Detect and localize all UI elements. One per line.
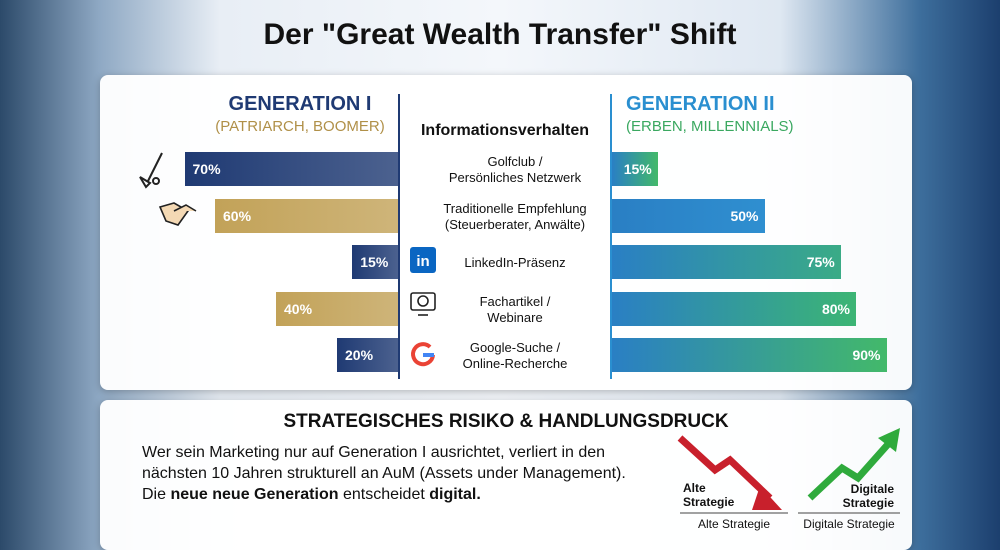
- up-arrow: [807, 439, 893, 501]
- value-label: 80%: [821, 300, 850, 317]
- caption: Alte Strategie: [697, 517, 771, 531]
- category-label: LinkedIn-Präsenz: [464, 255, 566, 270]
- google-icon: [411, 342, 435, 367]
- divider: [610, 94, 612, 379]
- value-label: 50%: [730, 207, 759, 224]
- value-label: 40%: [284, 300, 313, 317]
- value-label: 90%: [852, 347, 881, 363]
- icons: [139, 152, 197, 226]
- category-label: Fachartikel / Webinare: [479, 293, 551, 325]
- value-label: 20%: [345, 347, 374, 363]
- linkedin-icon: [410, 247, 436, 273]
- down-arrow: [677, 435, 773, 501]
- bar: [612, 198, 765, 233]
- bar: [612, 338, 887, 372]
- value-label: 70%: [192, 161, 221, 177]
- gen2-subtitle: (ERBEN, MILLENNIALS): [626, 118, 794, 135]
- arrow-head: [752, 486, 782, 510]
- category-label: Google-Suche / Online-Recherche: [462, 340, 568, 371]
- caption: Digitale Strategie: [803, 517, 895, 531]
- legend-gen2: GENERATION II: [626, 93, 775, 115]
- category-label: Traditionelle Empfehlung (Steuerberater,…: [443, 200, 587, 232]
- text: entscheidet: [338, 486, 430, 503]
- panel-text: Wer sein Marketing nur auf Generation I …: [142, 442, 626, 505]
- legend-gen1: GENERATION I: [228, 93, 372, 115]
- panel-line: nächsten 10 Jahren strukturell an AuM (A…: [142, 465, 626, 482]
- linkedin-logo: in: [416, 253, 429, 270]
- bar: [215, 198, 398, 233]
- bar: [337, 338, 398, 372]
- value-label: 15%: [623, 161, 652, 177]
- arrow-label: Digitale Strategie: [842, 482, 894, 510]
- bar: [352, 245, 398, 279]
- bar: [612, 291, 856, 326]
- panel-line: Wer sein Marketing nur auf Generation I …: [142, 444, 606, 461]
- gen1-subtitle: (PATRIARCH, BOOMER): [215, 118, 385, 135]
- value-label: 75%: [806, 254, 835, 270]
- bar: [612, 152, 658, 186]
- value-label: 60%: [223, 207, 252, 224]
- panel-card: [100, 400, 912, 550]
- divider: [398, 94, 400, 379]
- golf-icon: [139, 152, 163, 189]
- title: Der "Great Wealth Transfer" Shift: [263, 18, 737, 51]
- strategy-arrows: [677, 428, 900, 514]
- panel-line: Die neue neue Generation entscheidet dig…: [142, 484, 626, 505]
- bar: [276, 291, 398, 326]
- chart-card: [100, 75, 912, 390]
- text: Die: [142, 486, 171, 503]
- center-heading: Informationsverhalten: [420, 122, 590, 139]
- bold-text: neue neue Generation: [170, 486, 339, 503]
- webinar-icon: [410, 292, 436, 316]
- bold-text: digital.: [429, 486, 481, 503]
- center-icons: in: [410, 247, 436, 367]
- arrow-head: [878, 428, 900, 452]
- value-label: 15%: [360, 254, 389, 270]
- category-label: Golfclub / Persönliches Netzwerk: [448, 154, 582, 185]
- panel-title: STRATEGISCHES RISIKO & HANDLUNGSDRUCK: [283, 411, 729, 432]
- handshake-icon: [158, 202, 197, 226]
- arrow-label: Alte Strategie: [683, 481, 735, 509]
- bar: [184, 152, 398, 186]
- bar: [612, 245, 841, 279]
